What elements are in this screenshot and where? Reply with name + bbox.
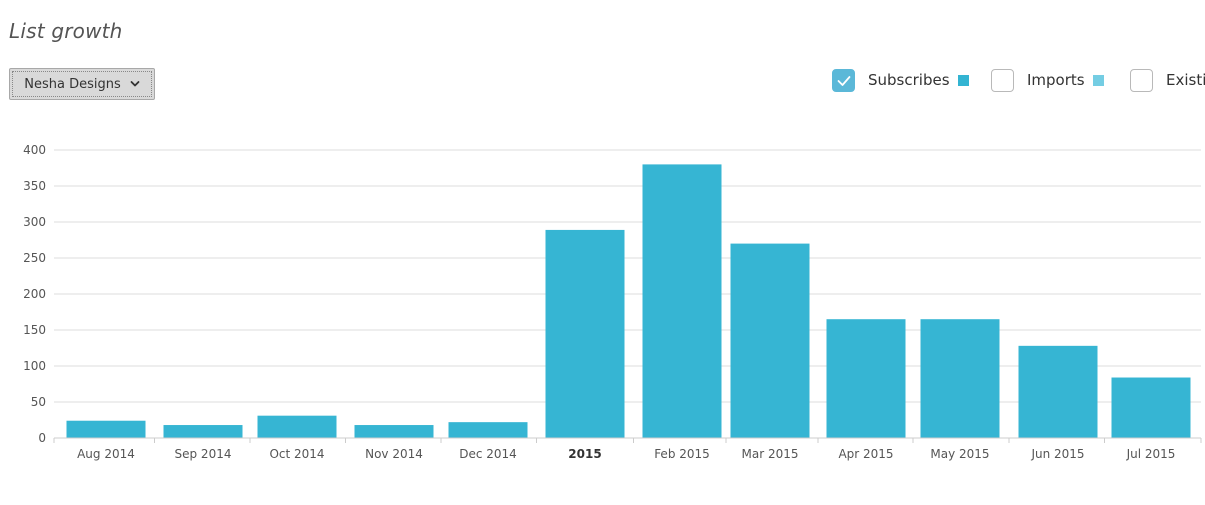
y-tick-label: 200 — [23, 287, 46, 301]
bar[interactable] — [66, 420, 146, 438]
existing-label: Existi — [1166, 71, 1205, 89]
y-tick-label: 250 — [23, 251, 46, 265]
legend-item-subscribes[interactable]: Subscribes — [832, 66, 969, 94]
imports-checkbox[interactable] — [991, 68, 1014, 92]
x-tick-label: Sep 2014 — [175, 447, 232, 461]
x-tick-label: Nov 2014 — [365, 447, 423, 461]
x-tick-label: Jun 2015 — [1030, 447, 1084, 461]
y-tick-label: 150 — [23, 323, 46, 337]
bar[interactable] — [448, 422, 528, 438]
imports-label: Imports — [1027, 71, 1085, 89]
bar[interactable] — [354, 425, 434, 438]
bar[interactable] — [920, 319, 1000, 438]
x-tick-label: Oct 2014 — [269, 447, 324, 461]
imports-swatch — [1092, 74, 1104, 86]
subscribes-checkbox[interactable] — [832, 68, 855, 92]
y-tick-label: 50 — [31, 395, 46, 409]
x-tick-label: May 2015 — [930, 447, 989, 461]
account-dropdown-label: Nesha Designs — [24, 76, 121, 92]
bar[interactable] — [730, 243, 810, 438]
x-tick-label: Feb 2015 — [654, 447, 710, 461]
x-tick-label: Apr 2015 — [838, 447, 893, 461]
x-tick-label: Aug 2014 — [77, 447, 135, 461]
bar[interactable] — [1018, 345, 1098, 438]
bar[interactable] — [545, 229, 625, 438]
y-tick-label: 300 — [23, 215, 46, 229]
y-tick-label: 400 — [23, 143, 46, 157]
x-tick-label: 2015 — [568, 447, 601, 461]
existing-checkbox[interactable] — [1130, 68, 1153, 92]
bar[interactable] — [642, 164, 722, 438]
subscribes-swatch — [957, 74, 969, 86]
bar[interactable] — [257, 415, 337, 438]
subscribes-label: Subscribes — [868, 71, 950, 89]
bar[interactable] — [163, 425, 243, 438]
y-tick-label: 0 — [38, 431, 46, 445]
bar[interactable] — [826, 319, 906, 438]
account-dropdown[interactable]: Nesha Designs — [9, 68, 155, 100]
chart-title: List growth — [9, 19, 123, 43]
checkmark-icon — [837, 75, 851, 86]
legend-item-existing[interactable]: Existi — [1130, 66, 1205, 94]
legend-item-imports[interactable]: Imports — [991, 66, 1104, 94]
x-tick-label: Dec 2014 — [459, 447, 517, 461]
x-tick-label: Mar 2015 — [742, 447, 799, 461]
x-tick-label: Jul 2015 — [1126, 447, 1176, 461]
bar[interactable] — [1111, 377, 1191, 438]
y-tick-label: 350 — [23, 179, 46, 193]
y-tick-label: 100 — [23, 359, 46, 373]
chevron-down-icon — [130, 81, 140, 87]
